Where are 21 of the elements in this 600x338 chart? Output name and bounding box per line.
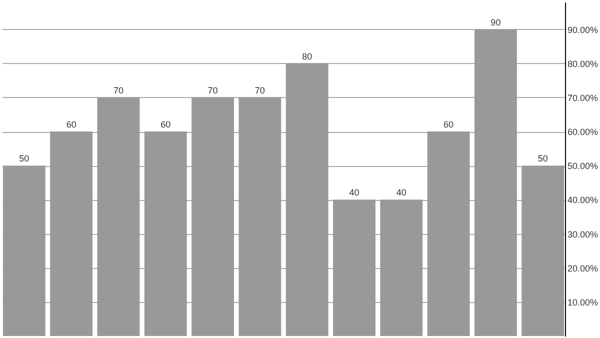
y-tick-label: 80.00% <box>568 58 598 69</box>
data-label: 70 <box>208 85 218 96</box>
y-tick-label: 40.00% <box>568 195 598 206</box>
y-tick-label: 70.00% <box>568 92 598 103</box>
data-label: 90 <box>490 17 501 28</box>
data-label: 80 <box>302 51 312 62</box>
data-label: 40 <box>349 188 360 198</box>
data-label: 60 <box>160 120 171 130</box>
data-label: 70 <box>254 85 265 96</box>
data-label: 60 <box>444 120 454 130</box>
y-tick-label: 60.00% <box>568 127 598 138</box>
y-tick-label: 50.00% <box>568 161 598 172</box>
y-tick-label: 20.00% <box>568 263 598 274</box>
y-tick-label: 90.00% <box>568 24 598 35</box>
data-label: 50 <box>538 154 548 164</box>
data-label: 40 <box>396 188 406 198</box>
y-tick-label: 10.00% <box>568 297 598 308</box>
data-label: 70 <box>113 85 124 96</box>
data-label: 50 <box>19 154 30 164</box>
y-tick-label: 30.00% <box>568 229 598 240</box>
data-label: 60 <box>66 120 76 130</box>
